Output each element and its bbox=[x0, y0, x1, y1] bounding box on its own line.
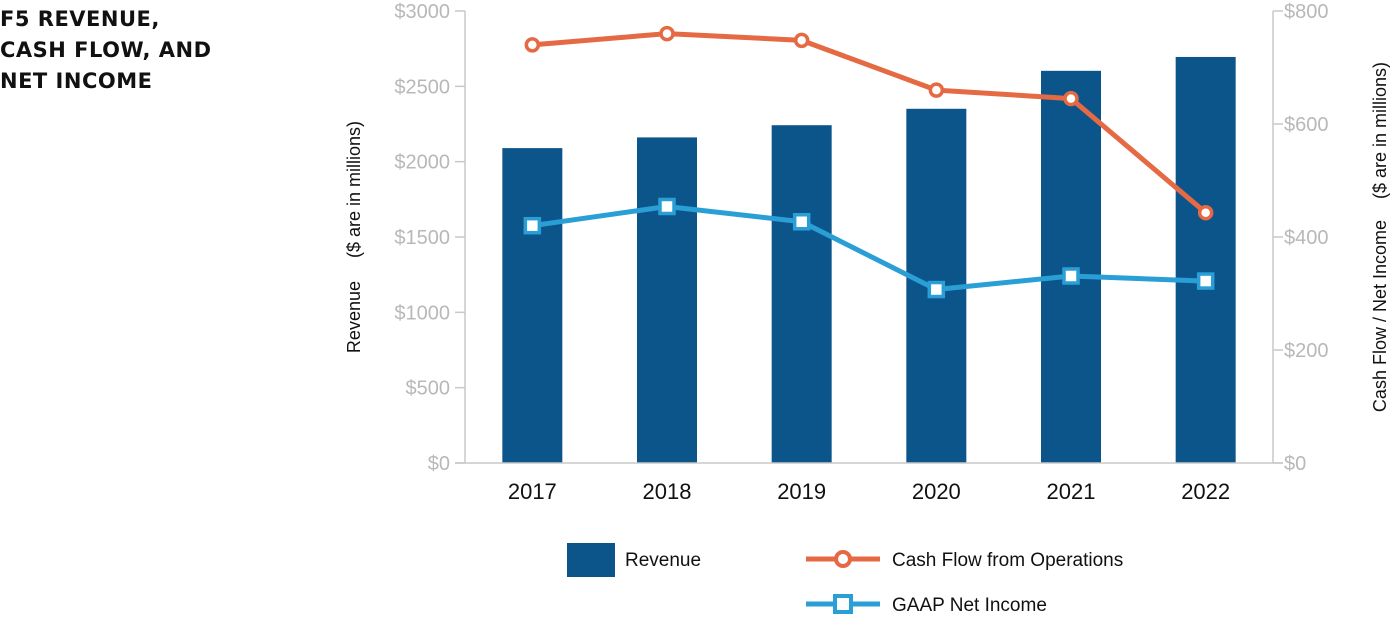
line-series bbox=[523, 25, 1215, 299]
x-tick-label-2018: 2018 bbox=[643, 479, 692, 504]
y-left-tick-label: $2500 bbox=[394, 76, 450, 98]
x-tick-label-2022: 2022 bbox=[1181, 479, 1230, 504]
legend-label-cash-flow: Cash Flow from Operations bbox=[892, 550, 1123, 571]
cash-flow-point-2020 bbox=[928, 82, 945, 98]
net-income-point-2018 bbox=[658, 197, 676, 216]
legend-marker-net-income bbox=[833, 594, 853, 614]
revenue-bar-2022 bbox=[1175, 56, 1236, 463]
y-left-tick-label: $0 bbox=[428, 453, 450, 475]
chart-title: F5 REVENUE, CASH FLOW, AND NET INCOME bbox=[0, 7, 212, 93]
net-income-point-2017 bbox=[523, 216, 542, 235]
net-income-point-2019 bbox=[792, 212, 811, 231]
x-tick-label-2020: 2020 bbox=[912, 479, 961, 504]
x-tick-label-2021: 2021 bbox=[1047, 479, 1096, 504]
y-right-title-sub: ($ are in millions) bbox=[1370, 62, 1390, 199]
cash-flow-point-2017 bbox=[524, 37, 541, 53]
y-right-axis-title: Cash Flow / Net Income ($ are in million… bbox=[1370, 62, 1390, 412]
legend-label-net-income: GAAP Net Income bbox=[892, 595, 1047, 616]
legend-marker-cash-flow bbox=[834, 550, 852, 568]
y-right-tick-label: $800 bbox=[1284, 1, 1329, 23]
legend: Revenue Cash Flow from Operations GAAP N… bbox=[567, 543, 1123, 616]
cash-flow-point-2021 bbox=[1063, 90, 1079, 107]
x-tick-label-2017: 2017 bbox=[508, 479, 557, 504]
y-right-tick-label: $200 bbox=[1284, 340, 1329, 362]
x-tick-label-2019: 2019 bbox=[777, 479, 826, 504]
y-left-tick-label: $2000 bbox=[394, 152, 450, 174]
net-income-point-2021 bbox=[1062, 267, 1080, 285]
y-left-title-main: Revenue bbox=[344, 281, 364, 353]
y-left-tick-label: $1500 bbox=[394, 227, 450, 249]
legend-label-revenue: Revenue bbox=[625, 550, 701, 571]
revenue-bar-2021 bbox=[1041, 70, 1101, 463]
y-right-tick-label: $0 bbox=[1284, 453, 1306, 475]
y-left-axis-title: Revenue ($ are in millions) bbox=[344, 121, 364, 353]
y-right-tick-label: $600 bbox=[1284, 114, 1329, 136]
net-income-point-2020 bbox=[927, 280, 946, 299]
y-left-tick-label: $1000 bbox=[394, 302, 450, 324]
net-income-line bbox=[531, 203, 1206, 293]
cash-flow-point-2022 bbox=[1197, 204, 1214, 221]
revenue-bars bbox=[502, 56, 1236, 464]
y-left-title-sub: ($ are in millions) bbox=[344, 121, 364, 258]
y-left-tick-label: $3000 bbox=[394, 1, 450, 23]
revenue-bar-2018 bbox=[637, 137, 697, 463]
axes: $0 $500 $1000 $1500 $2000 $2500 $3000 $0 $200 $40… bbox=[394, 1, 1328, 504]
y-left-tick-label: $500 bbox=[406, 378, 451, 400]
cash-flow-point-2018 bbox=[659, 25, 675, 42]
cash-flow-point-2019 bbox=[793, 32, 810, 49]
net-income-point-2022 bbox=[1196, 272, 1215, 290]
y-right-title-main: Cash Flow / Net Income bbox=[1370, 220, 1390, 412]
revenue-bar-2019 bbox=[771, 125, 832, 464]
cash-flow-line bbox=[532, 31, 1208, 215]
revenue-bar-2017 bbox=[502, 148, 563, 463]
y-right-tick-label: $400 bbox=[1284, 227, 1329, 249]
legend-swatch-revenue bbox=[567, 543, 615, 577]
